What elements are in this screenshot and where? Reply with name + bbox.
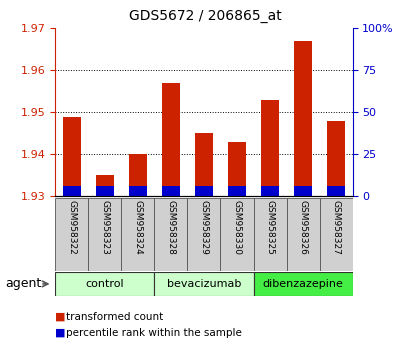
Text: transformed count: transformed count (65, 312, 162, 322)
Text: ■: ■ (55, 312, 66, 322)
Text: bevacizumab: bevacizumab (166, 279, 240, 289)
Text: GSM958325: GSM958325 (265, 200, 274, 255)
Text: ■: ■ (55, 328, 66, 338)
Bar (227, 142, 245, 196)
Text: GSM958327: GSM958327 (331, 200, 340, 255)
Bar (326, 121, 344, 196)
Bar (319, 198, 352, 271)
Text: GDS5672 / 206865_at: GDS5672 / 206865_at (128, 9, 281, 23)
Text: GSM958324: GSM958324 (133, 200, 142, 255)
Bar (154, 198, 187, 271)
Text: control: control (85, 279, 124, 289)
Text: percentile rank within the sample: percentile rank within the sample (65, 328, 241, 338)
Bar (293, 41, 311, 196)
Bar (194, 186, 213, 196)
Bar (293, 186, 311, 196)
Text: agent: agent (5, 278, 41, 290)
Text: GSM958328: GSM958328 (166, 200, 175, 255)
Bar (55, 198, 88, 271)
Text: GSM958322: GSM958322 (67, 200, 76, 255)
Bar (260, 186, 279, 196)
Bar (220, 198, 253, 271)
Bar (128, 186, 147, 196)
Bar (326, 186, 344, 196)
Bar (96, 186, 114, 196)
Bar (63, 186, 81, 196)
Bar (128, 154, 147, 196)
Bar (194, 133, 213, 196)
Bar (63, 116, 81, 196)
Bar (154, 272, 253, 296)
Bar (55, 272, 154, 296)
Bar (286, 198, 319, 271)
Bar (96, 176, 114, 196)
Bar (227, 186, 245, 196)
Text: dibenzazepine: dibenzazepine (262, 279, 343, 289)
Bar (162, 83, 180, 196)
Bar (88, 198, 121, 271)
Bar (253, 272, 352, 296)
Text: GSM958330: GSM958330 (232, 200, 241, 256)
Bar (260, 100, 279, 196)
Bar (162, 186, 180, 196)
Text: GSM958329: GSM958329 (199, 200, 208, 255)
Bar (187, 198, 220, 271)
Text: GSM958326: GSM958326 (298, 200, 307, 255)
Bar (253, 198, 286, 271)
Bar (121, 198, 154, 271)
Text: GSM958323: GSM958323 (100, 200, 109, 255)
